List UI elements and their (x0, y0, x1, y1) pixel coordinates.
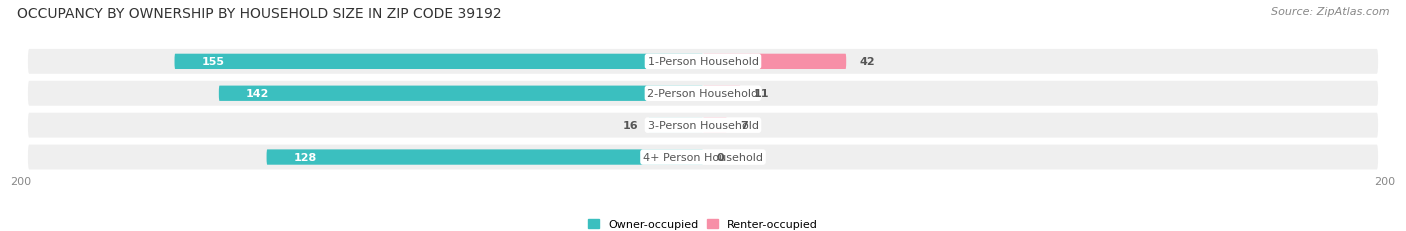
Text: 1-Person Household: 1-Person Household (648, 57, 758, 67)
FancyBboxPatch shape (28, 82, 1378, 106)
Text: 42: 42 (860, 57, 876, 67)
Text: 16: 16 (623, 121, 638, 131)
FancyBboxPatch shape (648, 118, 703, 133)
FancyBboxPatch shape (174, 55, 703, 70)
FancyBboxPatch shape (219, 86, 703, 101)
FancyBboxPatch shape (267, 150, 703, 165)
Text: 0: 0 (717, 152, 724, 162)
FancyBboxPatch shape (703, 118, 727, 133)
Text: OCCUPANCY BY OWNERSHIP BY HOUSEHOLD SIZE IN ZIP CODE 39192: OCCUPANCY BY OWNERSHIP BY HOUSEHOLD SIZE… (17, 7, 502, 21)
Text: 128: 128 (294, 152, 318, 162)
Text: 3-Person Household: 3-Person Household (648, 121, 758, 131)
Text: 4+ Person Household: 4+ Person Household (643, 152, 763, 162)
FancyBboxPatch shape (28, 113, 1378, 138)
FancyBboxPatch shape (28, 145, 1378, 170)
Text: 11: 11 (754, 89, 769, 99)
Text: 2-Person Household: 2-Person Household (647, 89, 759, 99)
Text: Source: ZipAtlas.com: Source: ZipAtlas.com (1271, 7, 1389, 17)
FancyBboxPatch shape (28, 50, 1378, 74)
Text: 7: 7 (741, 121, 748, 131)
Legend: Owner-occupied, Renter-occupied: Owner-occupied, Renter-occupied (583, 215, 823, 231)
Text: 142: 142 (246, 89, 270, 99)
FancyBboxPatch shape (703, 55, 846, 70)
Text: 155: 155 (202, 57, 225, 67)
FancyBboxPatch shape (703, 86, 741, 101)
